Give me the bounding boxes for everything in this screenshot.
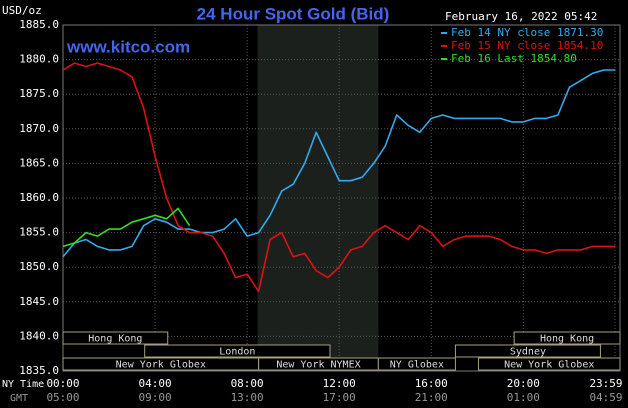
main-layer: Hong Kong Hong Kong London Sydney New York G… [62, 26, 621, 371]
y-tick-label: 1860.0 [19, 191, 59, 204]
session-label: New York NYMEX [276, 360, 360, 371]
y-tick-label: 1855.0 [19, 226, 59, 239]
session-box [144, 344, 331, 358]
date: February 16, 2022 05:42 [445, 10, 597, 23]
y-tick-label: 1840.0 [19, 329, 59, 342]
x-tick-label: 08:00 [231, 377, 264, 390]
x2-tick-label: 05:00 [46, 391, 79, 404]
x2-tick-label: 09:00 [139, 391, 172, 404]
x-tick-label: 00:00 [46, 377, 79, 390]
legend-label: Feb 15 NY close 1854.10 [451, 39, 603, 52]
x-tick-label: 23:59 [589, 377, 622, 390]
session-box [62, 331, 169, 345]
session-box [513, 331, 621, 345]
x2-tick-label: 17:00 [323, 391, 356, 404]
x2-axis-label: GMT [10, 393, 28, 404]
y-axis-label: USD/oz [2, 4, 42, 17]
session-label: NY Globex [390, 360, 444, 371]
session-box [477, 357, 621, 371]
y-tick-label: 1865.0 [19, 156, 59, 169]
session-label: Sydney [510, 347, 546, 358]
session-box [454, 344, 601, 358]
x-tick-label: 12:00 [323, 377, 356, 390]
x2-tick-label: 13:00 [231, 391, 264, 404]
session-label: New York Globex [504, 360, 594, 371]
series-line [62, 62, 616, 293]
y-tick-label: 1845.0 [19, 295, 59, 308]
back-layer: 1835.0 1840.0 1845.0 1850.0 1855.0 1860.0 1865… [19, 18, 622, 404]
y-tick-label: 1850.0 [19, 260, 59, 273]
y-tick-label: 1835.0 [19, 364, 59, 377]
series-line [62, 207, 191, 248]
series-line [62, 69, 616, 258]
x-tick-label: 04:00 [139, 377, 172, 390]
legend-label: Feb 14 NY close 1871.30 [451, 26, 603, 39]
y-tick-label: 1870.0 [19, 122, 59, 135]
session-label: Hong Kong [540, 334, 594, 345]
x2-tick-label: 01:00 [507, 391, 540, 404]
website: www.kitco.com [66, 37, 190, 56]
y-tick-label: 1885.0 [19, 18, 59, 31]
chart-title: 24 Hour Spot Gold (Bid) [197, 4, 390, 23]
y-tick-label: 1875.0 [19, 87, 59, 100]
session-box [377, 357, 456, 371]
x-tick-label: 16:00 [415, 377, 448, 390]
plot-frame [62, 24, 621, 372]
legend-label: Feb 16 Last 1854.80 [451, 52, 577, 65]
session-label: London [219, 347, 255, 358]
session-label: Hong Kong [88, 334, 142, 345]
y-tick-label: 1880.0 [19, 53, 59, 66]
x-axis-label: NY Time [2, 379, 44, 390]
x-tick-label: 20:00 [507, 377, 540, 390]
x2-tick-label: 04:59 [589, 391, 622, 404]
x2-tick-label: 21:00 [415, 391, 448, 404]
session-label: New York Globex [116, 360, 206, 371]
